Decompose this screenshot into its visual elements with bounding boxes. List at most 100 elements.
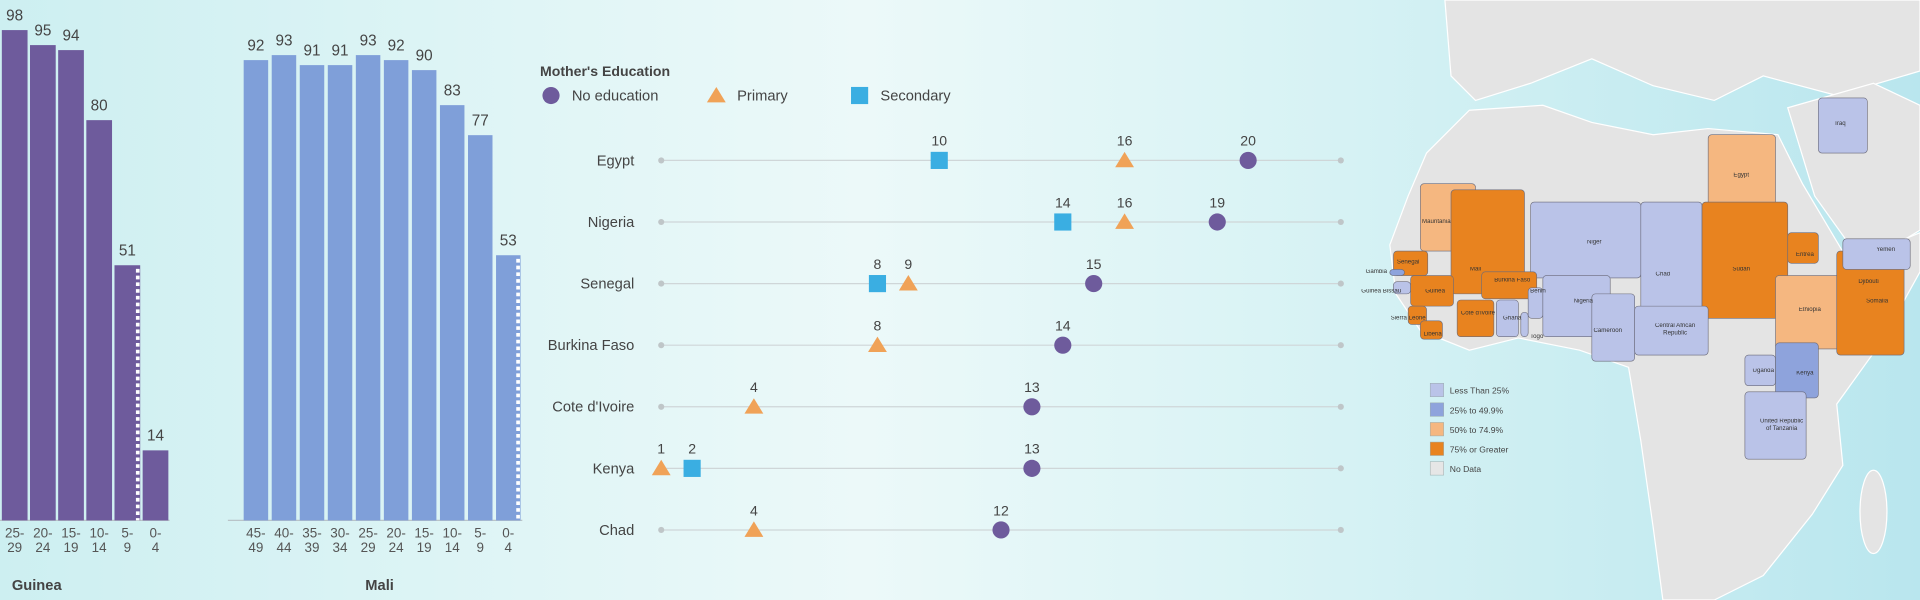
value-label: 83 [444, 82, 461, 99]
x-tick-label: 15- 19 [414, 526, 434, 556]
map-label: Yemen [1876, 247, 1896, 254]
map-label-box: Chad [1655, 271, 1671, 278]
x-tick-label: 20- 24 [33, 526, 53, 556]
map-label: Chad [1655, 271, 1671, 278]
map-label: Burkina Faso [1494, 277, 1531, 285]
value-label: 4 [750, 379, 758, 395]
map-label-box: Ghana [1503, 316, 1521, 322]
legend-label: 75% or Greater [1450, 444, 1509, 454]
map-label: Kenya [1796, 371, 1814, 378]
map-region [1634, 305, 1709, 356]
map-label: Iraq [1835, 121, 1846, 128]
value-label: 13 [1024, 379, 1040, 395]
x-tick-label: 0- 4 [502, 526, 515, 556]
map-label: United Republic of Tanzania [1760, 418, 1804, 432]
value-label: 91 [332, 42, 349, 59]
bar [355, 55, 381, 521]
value-label: 12 [993, 502, 1009, 518]
map-label-box: Sudan [1732, 267, 1750, 273]
x-tick-label-box: 35- 39 [302, 526, 322, 556]
x-tick-label: 15- 19 [61, 526, 81, 556]
map-label-box: Egypt [1733, 172, 1750, 179]
map-label: Sierra Leone [1390, 315, 1426, 323]
y-tick-label: Kenya [593, 461, 635, 477]
bar [327, 65, 353, 521]
value-label: 14 [147, 428, 165, 445]
legend-marker [706, 86, 726, 103]
row-end [1337, 342, 1344, 349]
row-end [1337, 526, 1344, 534]
value-label: 4 [750, 502, 758, 518]
dot-marker [930, 151, 948, 169]
legend-label: Primary [737, 88, 788, 104]
map-region [1410, 275, 1454, 307]
value-label: 53 [500, 232, 517, 249]
map-label-box: Sierra Leone [1390, 315, 1426, 323]
legend-label: 50% to 74.9% [1450, 425, 1504, 435]
row-end [658, 280, 665, 287]
bar [439, 105, 465, 521]
x-tick-label: 25- 29 [358, 526, 378, 556]
legend-label: No education [572, 88, 659, 104]
map-region [1818, 97, 1868, 154]
row-end [1337, 218, 1344, 226]
value-label: 77 [472, 112, 489, 129]
map-label-box: Kenya [1796, 371, 1814, 378]
map-label: Central African Republic [1655, 323, 1696, 337]
map-label: Somalia [1866, 298, 1889, 305]
dot-marker [1115, 151, 1135, 168]
x-tick-label-box: 15- 19 [414, 526, 434, 556]
value-label: 98 [6, 7, 23, 24]
bar [468, 135, 493, 521]
map-label-box: Cameroon [1593, 328, 1622, 334]
map-region [1481, 271, 1538, 300]
bar [243, 60, 269, 521]
map-label-box: Niger [1587, 240, 1602, 246]
x-tick-label-box: 40- 44 [274, 527, 293, 556]
x-tick-label-box: 10- 14 [442, 527, 461, 556]
x-tick-label-box: 20- 24 [386, 527, 405, 556]
value-label: 2 [688, 441, 696, 457]
value-label: 8 [874, 317, 882, 333]
legend-label: Less Than 25% [1450, 386, 1510, 396]
dot-marker [1054, 213, 1072, 231]
map-label-box: Guinea [1425, 289, 1445, 295]
map-label-box: Senegal [1397, 260, 1419, 266]
map-label-box: Ethiopia [1799, 307, 1821, 313]
legend-label: 25% to 49.9% [1450, 405, 1504, 415]
row-end [658, 526, 665, 534]
value-label: 9 [904, 256, 912, 272]
row-end [1337, 403, 1344, 410]
map-region [1640, 201, 1703, 319]
dot-marker [744, 398, 764, 414]
x-tick-label-box: 0- 4 [502, 526, 515, 556]
value-label: 8 [874, 256, 882, 272]
x-tick-label-box: 45- 49 [246, 527, 265, 556]
bar [142, 450, 169, 521]
map-label-box: Somalia [1866, 298, 1889, 305]
y-tick-label: Nigeria [588, 215, 635, 231]
value-label: 16 [1117, 194, 1133, 210]
y-tick-label: Chad [599, 523, 634, 539]
dot-marker [898, 275, 918, 291]
x-tick-label-box: 5- 9 [121, 527, 133, 556]
map-label-box: Eritrea [1796, 252, 1814, 258]
y-tick-label: Cote d'Ivoire [552, 400, 634, 416]
value-label: 51 [119, 242, 136, 259]
bar [30, 45, 56, 521]
x-tick-label: 30- 34 [330, 526, 350, 556]
x-tick-label: 25- 29 [4, 526, 25, 556]
map-region [1456, 299, 1495, 338]
map-label: Egypt [1733, 172, 1750, 179]
bar [86, 120, 113, 521]
legend-title: Mother's Education [540, 63, 670, 79]
map-label-box: Gambia [1366, 269, 1387, 275]
dot-marker [1239, 151, 1257, 169]
x-tick-label-box: 15- 19 [61, 526, 81, 556]
map-region [1496, 299, 1519, 338]
map-label: Liberia [1423, 331, 1442, 338]
map-label-box: Guinea Bissau [1361, 289, 1401, 295]
x-tick-label: 35- 39 [302, 526, 322, 556]
